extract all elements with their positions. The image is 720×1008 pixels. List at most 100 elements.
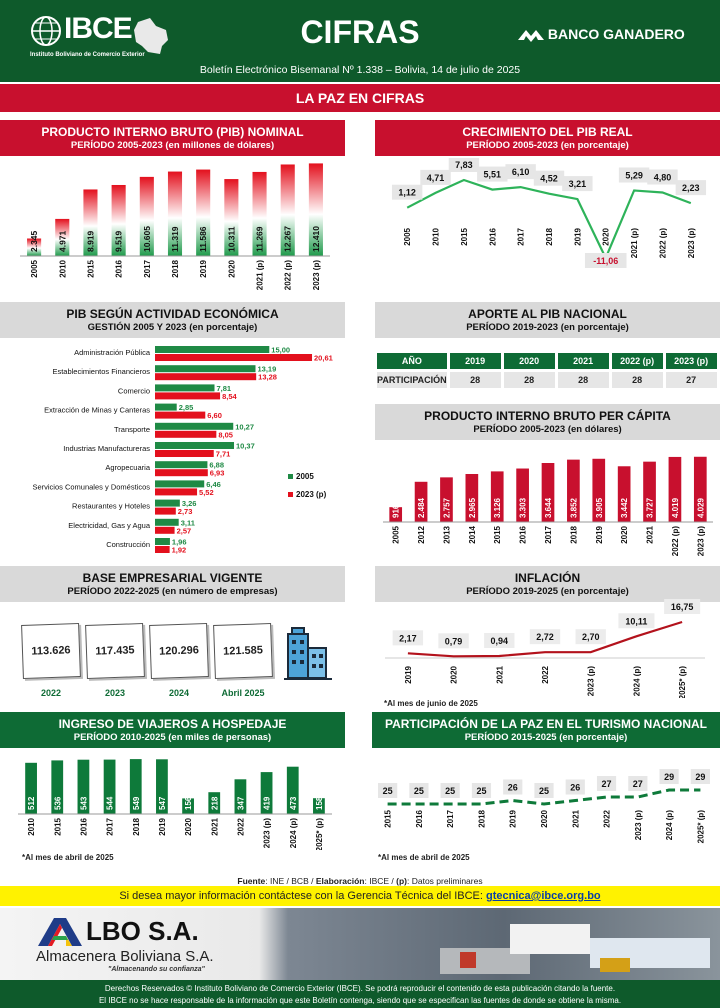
tick-label: 2021 (p)	[256, 260, 265, 291]
tick-label: 2015	[460, 227, 469, 245]
category-label: Electricidad, Gas y Agua	[68, 521, 151, 530]
label-box	[438, 633, 469, 649]
viajeros-note: *Al mes de abril de 2025	[22, 853, 114, 862]
contact-email-link[interactable]: gtecnica@ibce.org.bo	[486, 890, 601, 902]
category-label: Extracción de Minas y Canteras	[44, 406, 150, 415]
bulletin-info: Boletín Electrónico Bisemanal Nº 1.338 –…	[199, 64, 521, 76]
banco-ganadero-icon	[518, 30, 544, 43]
tick-label: 2024 (p)	[289, 818, 298, 849]
data-label: 16,75	[671, 602, 694, 612]
label-box	[391, 184, 423, 200]
data-label: 13,19	[257, 365, 276, 374]
bar	[25, 762, 37, 814]
bar	[224, 179, 239, 256]
data-label: 3.442	[620, 497, 629, 518]
tick-label: 2005	[403, 227, 412, 245]
tick-label: 2015	[493, 525, 502, 543]
base-subtitle: PERÍODO 2022-2025 (en número de empresas…	[67, 586, 278, 597]
bar	[280, 164, 295, 256]
turismo-title: PARTICIPACIÓN DE LA PAZ EN EL TURISMO NA…	[384, 717, 707, 731]
aporte-value-cell: 28	[449, 372, 501, 388]
data-label: 1,92	[172, 546, 187, 555]
tick-label: 2016	[79, 817, 88, 835]
tick-label: 2024 (p)	[632, 666, 641, 697]
data-label: 4,80	[654, 173, 672, 183]
data-label: 27	[633, 779, 643, 789]
inflacion-title: INFLACIÓN	[514, 571, 581, 585]
data-label: 4.019	[671, 497, 680, 518]
data-label: 3.126	[493, 497, 502, 518]
tick-label: 2021	[571, 809, 580, 827]
bar	[155, 430, 217, 438]
data-label: 20,61	[314, 354, 333, 363]
tick-label: 2022	[603, 809, 612, 827]
tick-label: 2021	[646, 525, 655, 543]
bar	[155, 461, 208, 469]
data-label: 2.345	[29, 230, 39, 252]
label-box	[503, 779, 523, 795]
bolivia-map-icon	[134, 18, 168, 54]
label-box	[562, 176, 593, 192]
aporte-header-cell: 2023 (p)	[665, 353, 717, 369]
data-label: -11,06	[593, 256, 618, 266]
data-label: 12.410	[311, 226, 321, 252]
globe-icon	[31, 16, 61, 46]
data-label: 25	[383, 786, 393, 796]
bar	[83, 189, 98, 256]
percapita-chart: 916 2005 2.484 2012 2.757 2013 2.965 2014 3.126 2…	[383, 456, 713, 556]
tick-label: 2021	[210, 817, 219, 835]
category-label: Administración Pública	[74, 348, 151, 357]
base-card-2024: 120.296	[149, 623, 209, 679]
label-box	[664, 599, 701, 614]
data-label: 26	[570, 783, 580, 793]
data-label: 3.727	[646, 497, 655, 518]
aporte-header-cell: 2019	[449, 353, 501, 369]
legal-line-2: El IBCE no se hace responsable de la inf…	[98, 996, 622, 1005]
bar	[234, 779, 247, 814]
label-box	[471, 783, 492, 798]
bar	[567, 459, 580, 522]
bar	[617, 466, 631, 522]
bar	[155, 392, 221, 400]
buildings-icon	[284, 627, 332, 680]
tick-label: 2023 (p)	[587, 666, 596, 697]
bar	[155, 518, 179, 526]
aporte-header-cell: AÑO	[377, 353, 447, 369]
actividad-chart: Administración Pública 15,00 20,61 Establec…	[32, 346, 333, 555]
category-label: Restaurantes y Hoteles	[72, 502, 150, 511]
bar	[167, 171, 183, 256]
data-label: 512	[27, 796, 36, 810]
tick-label: 2025* (p)	[696, 810, 705, 844]
data-label: 10.311	[226, 226, 236, 252]
tick-label: 2017	[143, 259, 152, 277]
bar	[155, 546, 170, 553]
tick-label: 2019	[573, 227, 582, 245]
data-label: 6,46	[206, 480, 221, 489]
bar	[414, 481, 428, 522]
data-label: 347	[236, 796, 245, 810]
tick-label: 2020	[602, 227, 611, 245]
banco-ganadero-logo: BANCO GANADERO	[518, 26, 698, 44]
inflacion-note: *Al mes de junio de 2025	[384, 699, 478, 708]
data-label: 218	[210, 796, 219, 810]
data-label: 2.757	[442, 497, 451, 518]
tick-label: 2018	[171, 259, 180, 277]
tick-label: 2020	[227, 259, 236, 277]
label-box	[618, 613, 655, 629]
data-label: 3,21	[569, 179, 587, 189]
albo-advertisement[interactable]	[0, 908, 720, 980]
data-label: 1,12	[398, 188, 416, 198]
tick-label: 2020	[450, 665, 459, 683]
tick-label: 2010	[432, 227, 441, 245]
source-line: Fuente: INE / BCB / Elaboración: IBCE / …	[0, 876, 720, 886]
series-line	[406, 178, 692, 261]
tick-label: 2015	[86, 259, 95, 277]
bar	[139, 176, 154, 256]
data-label: 0,79	[445, 636, 463, 646]
data-label: 158	[315, 796, 324, 810]
data-label: 27	[602, 779, 612, 789]
data-label: 7,83	[455, 160, 473, 170]
tick-label: 2016	[519, 525, 528, 543]
tick-label: 2012	[417, 525, 426, 543]
bar	[155, 499, 180, 507]
